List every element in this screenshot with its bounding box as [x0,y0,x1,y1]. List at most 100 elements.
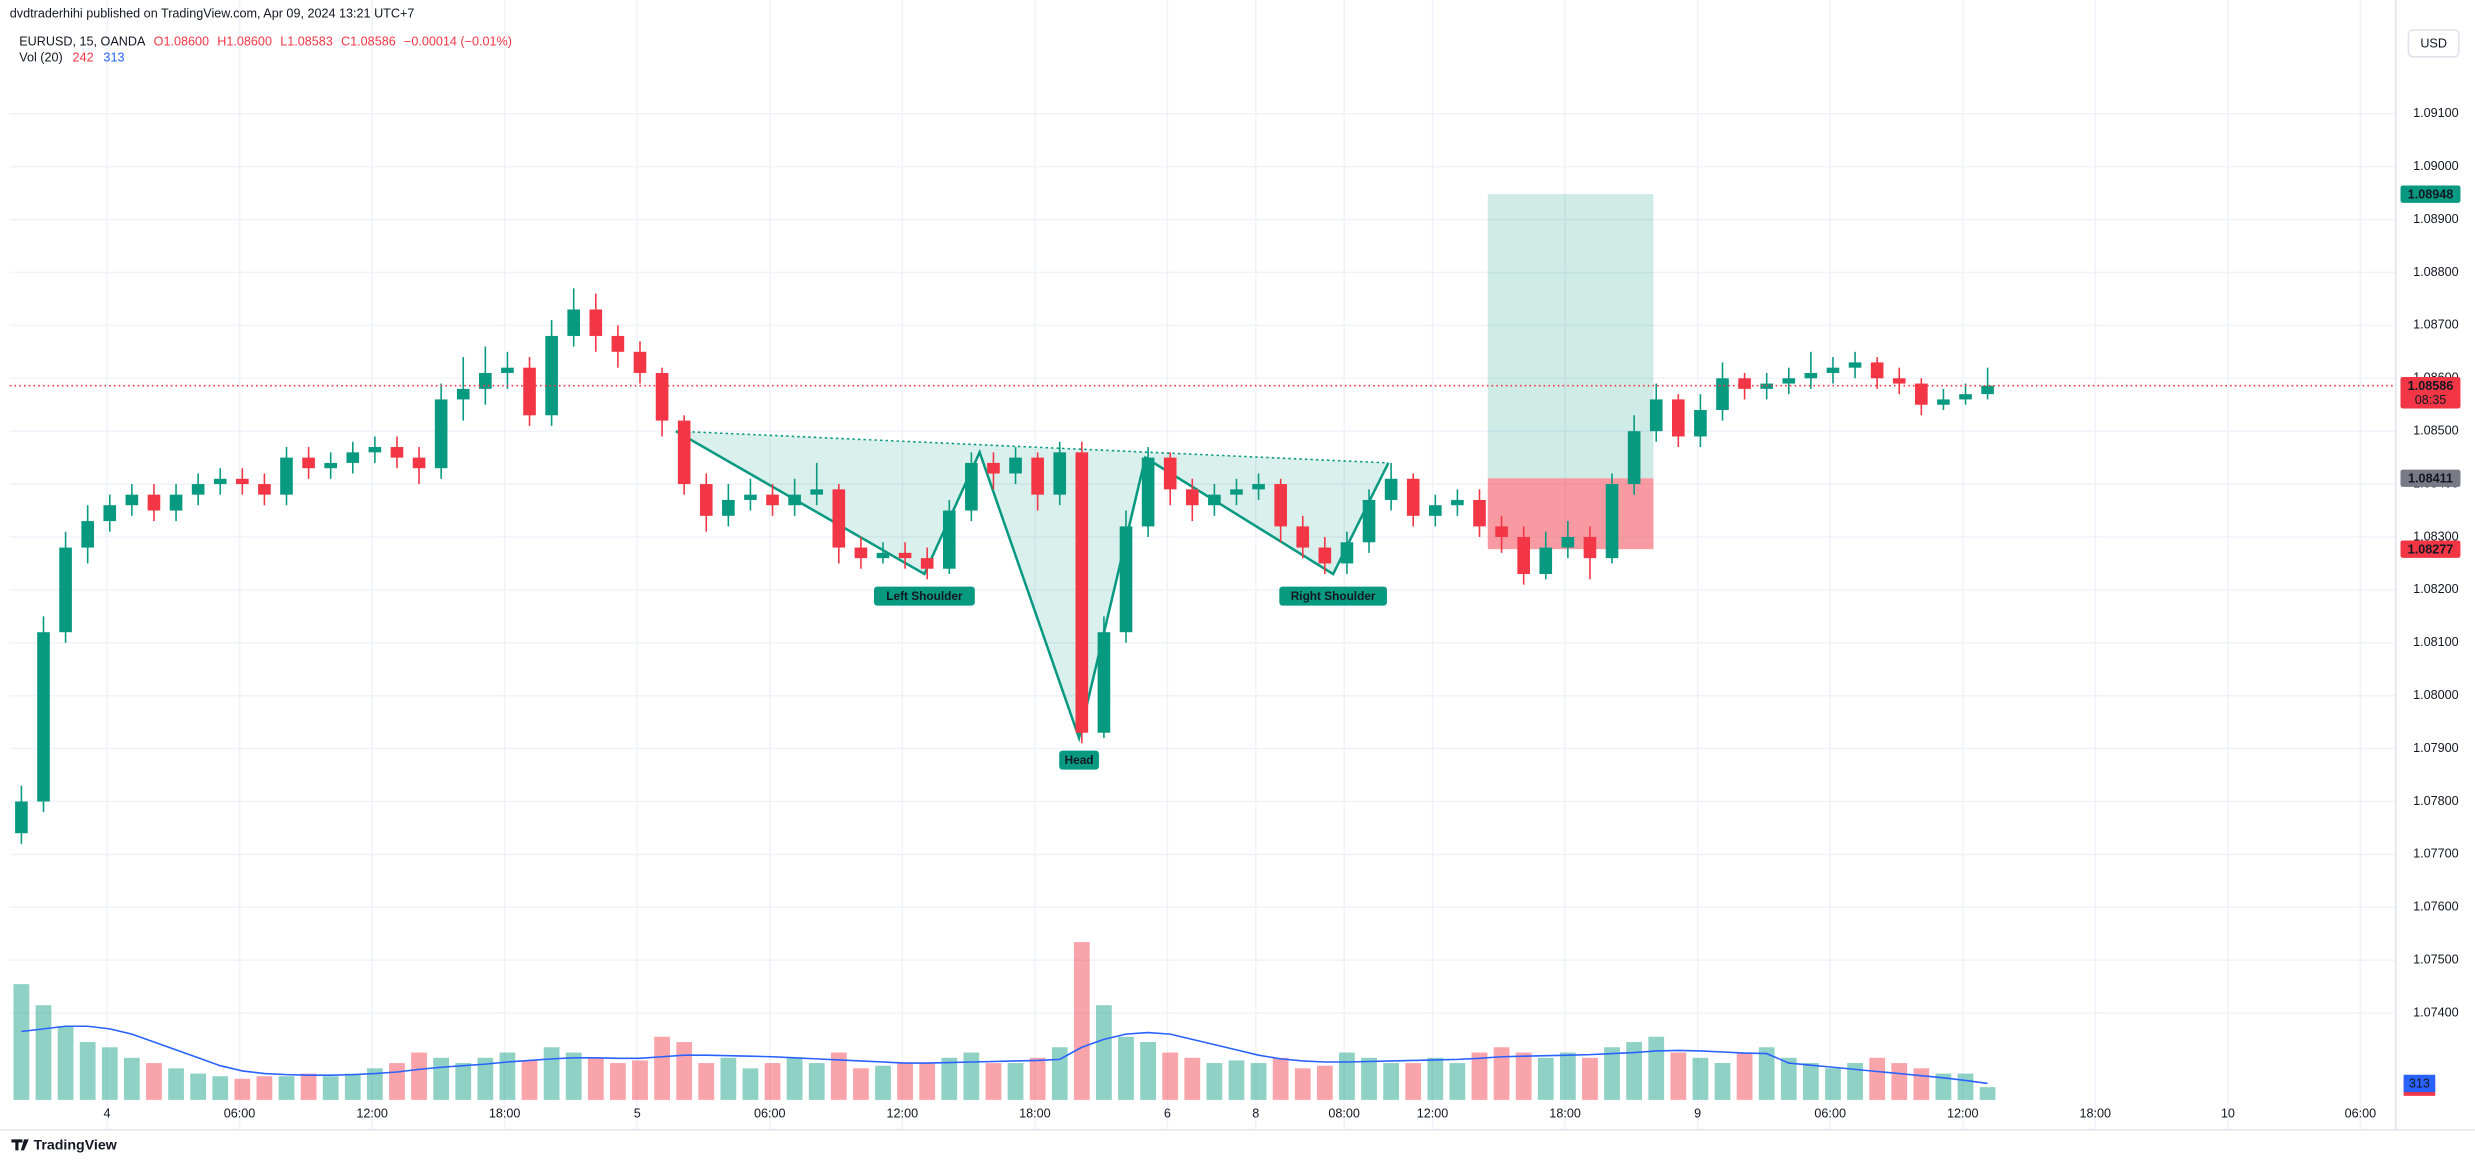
currency-label[interactable]: USD [2420,37,2447,51]
candle-body [346,452,360,463]
volume-bar [1427,1057,1444,1100]
candle-body [523,367,536,416]
volume-bar [919,1063,936,1100]
volume-value: 242 [73,51,94,65]
candle-body [59,547,72,633]
candle-body [611,335,625,352]
candle-body [744,494,757,500]
volume-bar [1582,1057,1598,1100]
volume-bar [654,1036,670,1100]
volume-bar [853,1068,869,1100]
candle-body [1009,457,1022,474]
volume-bar [610,1063,626,1100]
candle-body [1605,484,1619,559]
ohlc-low: L1.08583 [280,35,333,49]
volume-bar [1714,1063,1731,1100]
price-label-box [2400,376,2461,409]
x-tick-label: 4 [103,1106,110,1120]
candle-body [876,552,890,559]
volume-bar [1140,1042,1156,1100]
candle-body [103,505,117,522]
candle-body [213,478,227,485]
candle-body [965,462,978,511]
volume-bar [1029,1057,1046,1100]
volume-bar [1073,942,1090,1100]
candle-body [1937,399,1950,405]
y-tick-label: 1.07600 [2413,900,2459,914]
candle-body [191,484,205,495]
volume-bar [1316,1065,1333,1100]
volume-bar [1361,1057,1377,1100]
volume-bar [123,1057,140,1100]
price-label: 1.08586 [2408,379,2454,393]
x-tick-label: 12:00 [887,1106,919,1120]
candle-body [412,457,426,469]
candle-body [169,494,183,511]
volume-bar [300,1073,317,1100]
candle-body [1517,536,1530,575]
volume-bar [278,1076,295,1100]
volume-bar [1825,1068,1841,1100]
volume-bar [1250,1063,1267,1100]
y-tick-label: 1.07800 [2413,794,2459,808]
y-tick-label: 1.08500 [2413,423,2459,437]
volume-bar [1913,1068,1930,1100]
x-tick-label: 08:00 [1328,1106,1360,1120]
volume-bar [521,1060,538,1100]
price-label-box [2400,540,2461,558]
candle-body [567,309,581,336]
countdown-label: 08:35 [2415,393,2447,407]
candle-body [258,484,271,495]
y-tick-label: 1.07400 [2413,1005,2459,1019]
volume-title: Vol (20) [19,51,62,65]
price-label: 1.08411 [2408,471,2453,485]
volume-bar [212,1076,229,1100]
y-tick-label: 1.08900 [2413,212,2459,226]
price-label: 1.08948 [2408,187,2454,201]
candle-body [15,801,28,834]
published-note: dvdtraderhihi published on TradingView.c… [10,7,415,21]
volume-bar [1471,1052,1488,1100]
x-tick-label: 12:00 [1947,1106,1979,1120]
volume-bar [1935,1073,1952,1100]
candle-body [1959,394,1972,400]
pattern-label-box [1059,750,1099,770]
candle-body [1561,536,1575,548]
volume-bar [1405,1063,1422,1100]
y-tick-label: 1.08300 [2413,529,2459,543]
volume-bar [742,1068,759,1100]
candle-body [699,484,713,516]
position-target-zone [1487,194,1654,479]
candle-body [942,510,956,569]
candle-body [1826,367,1840,373]
candle-body [302,457,315,469]
candle-body [368,447,382,453]
price-label-box [2400,469,2461,487]
candle-body [479,372,492,389]
candle-body [1185,489,1199,506]
candle-body [1384,478,1398,500]
plot-layer: 1.07400 1.07500 1.07600 1.07700 1.07800 1.079… [9,0,2459,1130]
candle-body [37,632,50,802]
currency-button[interactable] [2407,29,2460,58]
volume-bar [1957,1073,1974,1100]
candle-body [1539,547,1553,575]
x-tick-label: 8 [1252,1106,1259,1120]
volume-ma-line [21,1025,1988,1085]
volume-bar [433,1057,450,1100]
x-tick-label: 06:00 [754,1106,786,1120]
candle-body [1362,499,1376,543]
ohlc-open: O1.08600 [154,35,209,49]
volume-ma-label: 313 [2409,1077,2430,1091]
x-tick-label: 06:00 [1814,1106,1846,1120]
volume-bar [632,1060,648,1100]
brand-name: TradingView [33,1137,117,1153]
candle-body [324,462,338,469]
volume-bar [322,1076,339,1100]
volume-ma-label-box [2403,1074,2436,1093]
volume-bar [146,1063,162,1100]
volume-bar [1228,1060,1245,1100]
y-tick-label: 1.07900 [2413,741,2459,755]
candle-body [1274,484,1287,527]
